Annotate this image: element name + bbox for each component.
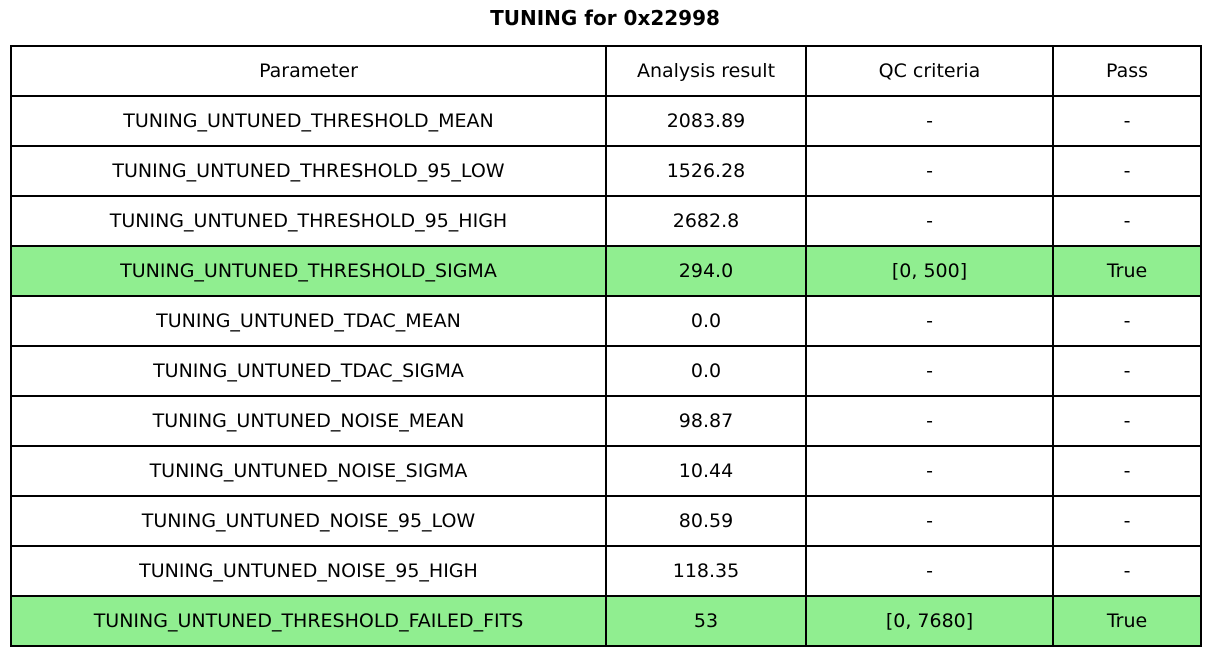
- analysis-result-cell: 53: [605, 595, 807, 647]
- column-header-analysis-result: Analysis result: [605, 45, 807, 97]
- table-header: Parameter Analysis result QC criteria Pa…: [10, 45, 1202, 97]
- table-row: TUNING_UNTUNED_THRESHOLD_FAILED_FITS 53 …: [10, 595, 1202, 647]
- analysis-result-cell: 10.44: [605, 445, 807, 497]
- pass-cell: -: [1052, 145, 1202, 197]
- qc-criteria-cell: [0, 500]: [805, 245, 1054, 297]
- parameter-cell: TUNING_UNTUNED_TDAC_SIGMA: [10, 345, 607, 397]
- pass-cell: True: [1052, 245, 1202, 297]
- table-row: TUNING_UNTUNED_THRESHOLD_MEAN 2083.89 - …: [10, 95, 1202, 147]
- parameter-cell: TUNING_UNTUNED_THRESHOLD_MEAN: [10, 95, 607, 147]
- analysis-result-cell: 2083.89: [605, 95, 807, 147]
- pass-cell: -: [1052, 495, 1202, 547]
- analysis-result-cell: 1526.28: [605, 145, 807, 197]
- column-header-qc-criteria: QC criteria: [805, 45, 1054, 97]
- pass-cell: -: [1052, 195, 1202, 247]
- analysis-result-cell: 294.0: [605, 245, 807, 297]
- pass-cell: -: [1052, 345, 1202, 397]
- pass-cell: -: [1052, 295, 1202, 347]
- parameter-cell: TUNING_UNTUNED_THRESHOLD_FAILED_FITS: [10, 595, 607, 647]
- table-row: TUNING_UNTUNED_THRESHOLD_95_LOW 1526.28 …: [10, 145, 1202, 197]
- page-title: TUNING for 0x22998: [490, 6, 720, 30]
- pass-cell: -: [1052, 95, 1202, 147]
- table-body: TUNING_UNTUNED_THRESHOLD_MEAN 2083.89 - …: [10, 95, 1202, 647]
- column-header-pass: Pass: [1052, 45, 1202, 97]
- parameter-cell: TUNING_UNTUNED_TDAC_MEAN: [10, 295, 607, 347]
- parameter-cell: TUNING_UNTUNED_NOISE_SIGMA: [10, 445, 607, 497]
- table-row: TUNING_UNTUNED_NOISE_95_HIGH 118.35 - -: [10, 545, 1202, 597]
- table-row: TUNING_UNTUNED_TDAC_SIGMA 0.0 - -: [10, 345, 1202, 397]
- analysis-result-cell: 98.87: [605, 395, 807, 447]
- parameter-cell: TUNING_UNTUNED_NOISE_95_HIGH: [10, 545, 607, 597]
- analysis-result-cell: 0.0: [605, 295, 807, 347]
- analysis-result-cell: 118.35: [605, 545, 807, 597]
- qc-results-table: Parameter Analysis result QC criteria Pa…: [10, 45, 1202, 647]
- qc-criteria-cell: -: [805, 145, 1054, 197]
- analysis-result-cell: 80.59: [605, 495, 807, 547]
- qc-criteria-cell: -: [805, 445, 1054, 497]
- qc-criteria-cell: [0, 7680]: [805, 595, 1054, 647]
- pass-cell: -: [1052, 395, 1202, 447]
- parameter-cell: TUNING_UNTUNED_NOISE_95_LOW: [10, 495, 607, 547]
- pass-cell: True: [1052, 595, 1202, 647]
- header-row: Parameter Analysis result QC criteria Pa…: [10, 45, 1202, 97]
- pass-cell: -: [1052, 545, 1202, 597]
- qc-criteria-cell: -: [805, 495, 1054, 547]
- analysis-result-cell: 0.0: [605, 345, 807, 397]
- parameter-cell: TUNING_UNTUNED_THRESHOLD_SIGMA: [10, 245, 607, 297]
- parameter-cell: TUNING_UNTUNED_THRESHOLD_95_LOW: [10, 145, 607, 197]
- qc-criteria-cell: -: [805, 295, 1054, 347]
- qc-criteria-cell: -: [805, 395, 1054, 447]
- table-row: TUNING_UNTUNED_NOISE_SIGMA 10.44 - -: [10, 445, 1202, 497]
- table-row: TUNING_UNTUNED_TDAC_MEAN 0.0 - -: [10, 295, 1202, 347]
- column-header-parameter: Parameter: [10, 45, 607, 97]
- qc-criteria-cell: -: [805, 545, 1054, 597]
- table-row: TUNING_UNTUNED_NOISE_MEAN 98.87 - -: [10, 395, 1202, 447]
- analysis-result-cell: 2682.8: [605, 195, 807, 247]
- table-row: TUNING_UNTUNED_THRESHOLD_SIGMA 294.0 [0,…: [10, 245, 1202, 297]
- parameter-cell: TUNING_UNTUNED_THRESHOLD_95_HIGH: [10, 195, 607, 247]
- table-row: TUNING_UNTUNED_NOISE_95_LOW 80.59 - -: [10, 495, 1202, 547]
- qc-criteria-cell: -: [805, 345, 1054, 397]
- table-row: TUNING_UNTUNED_THRESHOLD_95_HIGH 2682.8 …: [10, 195, 1202, 247]
- pass-cell: -: [1052, 445, 1202, 497]
- qc-criteria-cell: -: [805, 195, 1054, 247]
- parameter-cell: TUNING_UNTUNED_NOISE_MEAN: [10, 395, 607, 447]
- qc-criteria-cell: -: [805, 95, 1054, 147]
